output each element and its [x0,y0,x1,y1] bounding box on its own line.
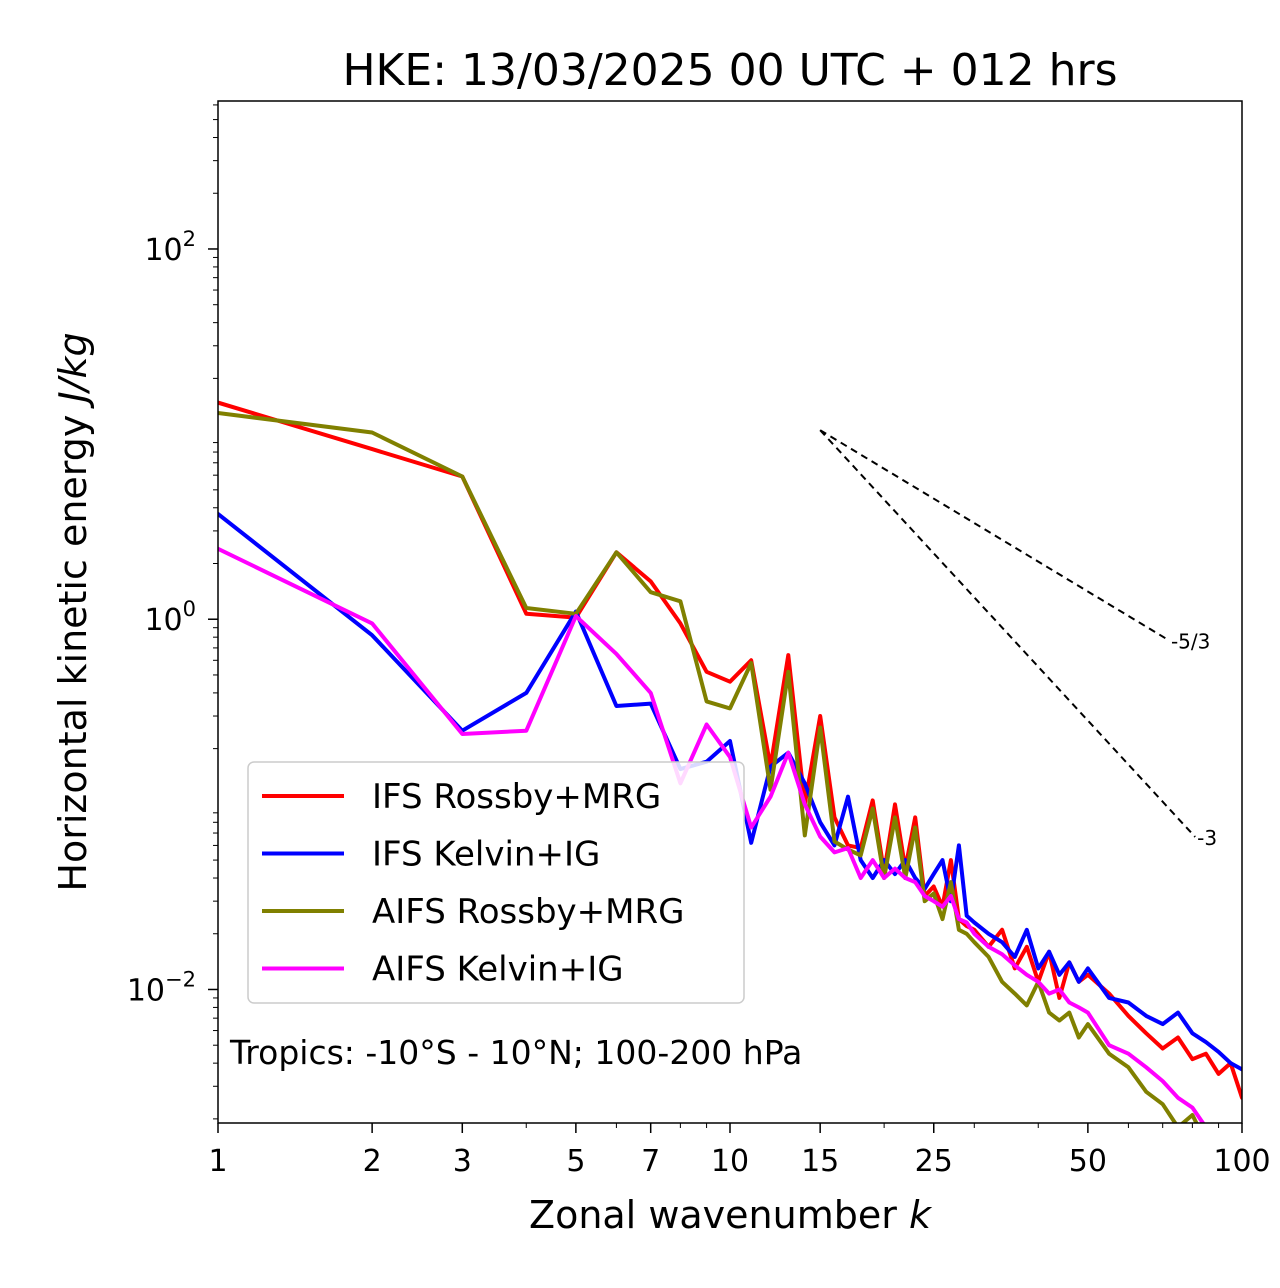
region-annotation: Tropics: -10°S - 10°N; 100-200 hPa [229,1033,802,1072]
y-tick-label: 102 [144,227,196,268]
x-tick-label: 10 [711,1144,749,1179]
series-line-ifs-kelvin-ig [218,512,1242,1072]
x-tick-label: 25 [915,1144,953,1179]
chart-title: HKE: 13/03/2025 00 UTC + 012 hrs [342,45,1117,96]
legend-box [247,761,745,1004]
legend-entry-label: IFS Kelvin+IG [372,835,600,875]
y-tick-label: 10−2 [127,967,196,1008]
plot-frame [217,100,1243,1124]
reference-slope-label: -5/3 [1171,629,1210,653]
reference-line [819,429,1170,642]
series-line-ifs-rossby-mrg [218,400,1242,1100]
reference-slope-lines [819,429,1196,838]
x-tick-label: 1 [208,1144,227,1179]
x-tick-label: 3 [453,1144,472,1179]
legend-entry-label: AIFS Rossby+MRG [372,892,684,932]
x-tick-label: 15 [801,1144,839,1179]
reference-line [819,429,1196,838]
x-tick-label: 100 [1213,1144,1270,1179]
x-tick-label: 2 [363,1144,382,1179]
reference-slope-label: -3 [1197,826,1217,850]
axis-ticks: 1 2 3 5 7 10 15 25 50 100 10−2 100 102 [127,104,1271,1179]
y-tick-label: 100 [144,597,196,638]
reference-slope-labels: -5/3 -3 [1171,629,1217,850]
x-axis-label: Zonal wavenumber k [529,1193,933,1237]
series-line-aifs-kelvin-ig [218,546,1206,1123]
series-layer [218,400,1242,1123]
y-axis-label: Horizontal kinetic energy J/kg [51,332,95,891]
x-tick-label: 7 [641,1144,660,1179]
x-tick-label: 5 [566,1144,585,1179]
legend: IFS Rossby+MRG IFS Kelvin+IG AIFS Rossby+M… [247,761,745,1004]
legend-entry-label: IFS Rossby+MRG [372,777,661,817]
x-tick-label: 50 [1069,1144,1107,1179]
legend-entry-label: AIFS Kelvin+IG [372,950,624,990]
